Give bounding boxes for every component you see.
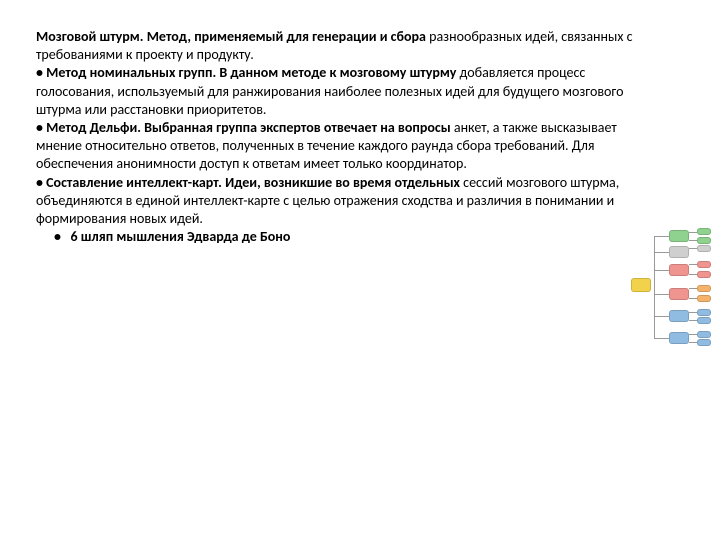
- mindmap-node: [669, 246, 689, 258]
- mindmap-line: [689, 342, 697, 343]
- paragraph-nominal: • Метод номинальных групп. В данном мето…: [36, 64, 636, 119]
- mindmap-leaf: [697, 309, 711, 316]
- mindmap-node: [669, 264, 689, 276]
- mindmap-leaf: [697, 317, 711, 324]
- mindmap-line: [655, 294, 669, 295]
- mindmap-line: [655, 270, 669, 271]
- para3-lead: • Метод Дельфи. Выбранная группа эксперт…: [36, 119, 451, 136]
- para1-lead: Мозговой штурм. Метод, применяемый для г…: [36, 28, 426, 45]
- mindmap-line: [689, 312, 697, 313]
- mindmap-line: [689, 248, 697, 249]
- slide-page: Мозговой штурм. Метод, применяемый для г…: [0, 0, 720, 540]
- mindmap-line: [689, 288, 697, 289]
- mindmap-line: [689, 264, 697, 265]
- mindmap-node: [669, 310, 689, 322]
- mindmap-line: [689, 334, 697, 335]
- mindmap-line: [689, 298, 697, 299]
- mindmap-line: [655, 236, 669, 237]
- mindmap-leaf: [697, 339, 711, 346]
- mindmap-thumbnail: [627, 222, 712, 352]
- mindmap-line: [655, 316, 669, 317]
- mindmap-leaf: [697, 245, 711, 252]
- mindmap-line: [689, 320, 697, 321]
- mindmap-leaf: [697, 285, 711, 292]
- para2-lead: • Метод номинальных групп. В данном мето…: [36, 64, 456, 81]
- paragraph-brainstorm: Мозговой штурм. Метод, применяемый для г…: [36, 28, 636, 64]
- mindmap-leaf: [697, 228, 711, 235]
- mindmap-node: [669, 230, 689, 242]
- mindmap-node: [669, 332, 689, 344]
- paragraph-delphi: • Метод Дельфи. Выбранная группа эксперт…: [36, 119, 636, 174]
- mindmap-leaf: [697, 261, 711, 268]
- paragraph-mindmap: • Составление интеллект-карт. Идеи, возн…: [36, 174, 636, 229]
- para5-bullet: •: [36, 228, 61, 245]
- mindmap-line: [689, 274, 697, 275]
- mindmap-line: [655, 338, 669, 339]
- para5-text: 6 шляп мышления Эдварда де Боно: [70, 228, 290, 245]
- mindmap-line: [689, 240, 697, 241]
- paragraph-sixhats: • 6 шляп мышления Эдварда де Боно: [36, 228, 636, 246]
- mindmap-line: [655, 252, 669, 253]
- mindmap-line: [689, 232, 697, 233]
- mindmap-leaf: [697, 295, 711, 302]
- mindmap-line: [654, 236, 655, 339]
- body-text: Мозговой штурм. Метод, применяемый для г…: [36, 28, 636, 246]
- mindmap-root: [631, 278, 651, 292]
- mindmap-leaf: [697, 271, 711, 278]
- mindmap-node: [669, 288, 689, 300]
- para4-lead: • Составление интеллект-карт. Идеи, возн…: [36, 174, 460, 191]
- mindmap-leaf: [697, 331, 711, 338]
- mindmap-leaf: [697, 237, 711, 244]
